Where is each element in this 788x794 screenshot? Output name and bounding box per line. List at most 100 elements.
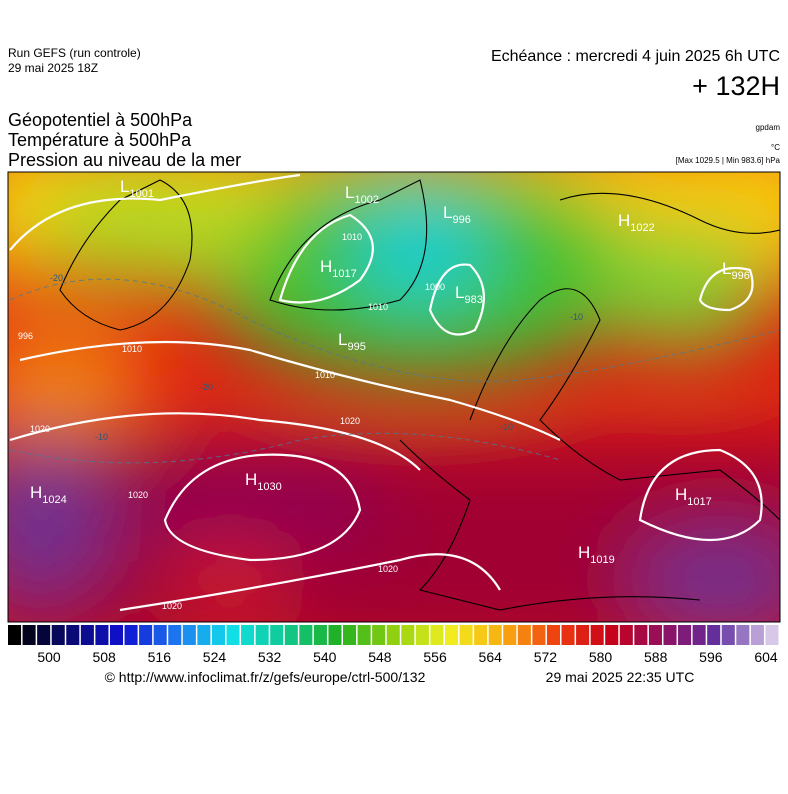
center-letter: L bbox=[338, 330, 347, 349]
center-letter: L bbox=[722, 259, 731, 278]
colorbar-swatch bbox=[532, 625, 546, 645]
title: Pression au niveau de la mer bbox=[8, 150, 241, 170]
colorbar-swatch bbox=[765, 625, 779, 645]
center-letter: H bbox=[618, 211, 630, 230]
colorbar-swatch bbox=[270, 625, 284, 645]
colorbar-swatch bbox=[488, 625, 502, 645]
colorbar-swatch bbox=[255, 625, 269, 645]
colorbar-swatch bbox=[372, 625, 386, 645]
colorbar-tick-label: 580 bbox=[589, 649, 613, 665]
isobar-label: -10 bbox=[95, 432, 108, 442]
colorbar-tick-label: 548 bbox=[368, 649, 392, 665]
colorbar-swatch bbox=[328, 625, 342, 645]
isobar-label: 1010 bbox=[122, 344, 142, 354]
colorbar-swatch bbox=[692, 625, 706, 645]
colorbar-swatch bbox=[459, 625, 473, 645]
colorbar-swatch bbox=[721, 625, 735, 645]
pressure-center: L1002 bbox=[345, 183, 379, 206]
colorbar-tick-label: 588 bbox=[644, 649, 668, 665]
colorbar-swatch bbox=[474, 625, 488, 645]
colorbar-swatch bbox=[707, 625, 721, 645]
center-letter: L bbox=[120, 177, 129, 196]
pressure-center: L996 bbox=[443, 203, 471, 226]
horizon: + 132H bbox=[692, 71, 780, 101]
colorbar-swatch bbox=[750, 625, 764, 645]
isobar-label: 1010 bbox=[342, 232, 362, 242]
colorbar-tick-label: 596 bbox=[699, 649, 723, 665]
colorbar-swatch bbox=[517, 625, 531, 645]
echeance: Echéance : mercredi 4 juin 2025 6h UTC bbox=[491, 48, 780, 65]
center-value: 1002 bbox=[354, 194, 378, 206]
colorbar-tick-label: 572 bbox=[534, 649, 558, 665]
colorbar-swatch bbox=[182, 625, 196, 645]
colorbar-swatch bbox=[37, 625, 51, 645]
center-value: 983 bbox=[464, 294, 482, 306]
colorbar-swatch bbox=[357, 625, 371, 645]
isobar-label: -20 bbox=[200, 382, 213, 392]
colorbar-tick-label: 532 bbox=[258, 649, 282, 665]
colorbar-swatch bbox=[430, 625, 444, 645]
colorbar-swatch bbox=[66, 625, 80, 645]
colorbar-swatch bbox=[241, 625, 255, 645]
center-value: 1001 bbox=[129, 188, 153, 200]
map bbox=[8, 172, 780, 622]
colorbar-swatch bbox=[124, 625, 138, 645]
pressure-center: H1030 bbox=[245, 470, 282, 493]
colorbar-swatch bbox=[590, 625, 604, 645]
unit: gpdam bbox=[756, 123, 781, 132]
colorbar-swatch bbox=[678, 625, 692, 645]
center-letter: L bbox=[455, 283, 464, 302]
isobar-label: 1020 bbox=[340, 416, 360, 426]
center-value: 1017 bbox=[687, 496, 711, 508]
center-letter: H bbox=[675, 485, 687, 504]
isobar-label: 1020 bbox=[128, 490, 148, 500]
unit: °C bbox=[771, 143, 780, 152]
colorbar-swatch bbox=[343, 625, 357, 645]
pressure-center: L983 bbox=[455, 283, 483, 306]
pressure-center: H1022 bbox=[618, 211, 655, 234]
colorbar-tick-label: 524 bbox=[203, 649, 227, 665]
colorbar-tick-label: 604 bbox=[754, 649, 778, 665]
center-value: 1024 bbox=[42, 494, 66, 506]
colorbar-swatch bbox=[211, 625, 225, 645]
run: Run GEFS (run controle) bbox=[8, 46, 141, 60]
colorbar-tick-label: 540 bbox=[313, 649, 337, 665]
isobar-label: -10 bbox=[570, 312, 583, 322]
footer-url: © http://www.infoclimat.fr/z/gefs/europe… bbox=[105, 669, 426, 685]
colorbar-swatch bbox=[153, 625, 167, 645]
pressure-center: L1001 bbox=[120, 177, 154, 200]
isobar-label: 1000 bbox=[425, 282, 445, 292]
center-value: 996 bbox=[731, 270, 749, 282]
title: Géopotentiel à 500hPa bbox=[8, 110, 193, 130]
colorbar-tick-label: 564 bbox=[479, 649, 503, 665]
colorbar-swatch bbox=[51, 625, 65, 645]
isobar-label: 996 bbox=[18, 331, 33, 341]
colorbar-swatch bbox=[401, 625, 415, 645]
center-letter: H bbox=[30, 483, 42, 502]
colorbar-swatch bbox=[736, 625, 750, 645]
isobar-label: 1020 bbox=[162, 601, 182, 611]
center-value: 1030 bbox=[257, 481, 281, 493]
colorbar-swatch bbox=[546, 625, 561, 645]
colorbar-swatch bbox=[226, 625, 240, 645]
colorbar-tick-label: 500 bbox=[37, 649, 61, 665]
isobar-label: 1010 bbox=[368, 302, 388, 312]
colorbar-swatch bbox=[663, 625, 677, 645]
colorbar-swatch bbox=[139, 625, 153, 645]
colorbar-swatch bbox=[605, 625, 619, 645]
unit: [Max 1029.5 | Min 983.6] hPa bbox=[676, 156, 781, 165]
center-letter: L bbox=[345, 183, 354, 202]
colorbar-swatch bbox=[284, 625, 298, 645]
colorbar-swatch bbox=[299, 625, 313, 645]
pressure-center: H1017 bbox=[675, 485, 712, 508]
isobar-label: -10 bbox=[500, 422, 513, 432]
colorbar-swatch bbox=[415, 625, 429, 645]
title: Température à 500hPa bbox=[8, 130, 192, 150]
colorbar-swatch bbox=[22, 625, 36, 645]
isobar-label: 1020 bbox=[378, 564, 398, 574]
colorbar-swatch bbox=[80, 625, 94, 645]
colorbar-swatch bbox=[619, 625, 633, 645]
colorbar-swatch bbox=[648, 625, 662, 645]
center-letter: H bbox=[245, 470, 257, 489]
